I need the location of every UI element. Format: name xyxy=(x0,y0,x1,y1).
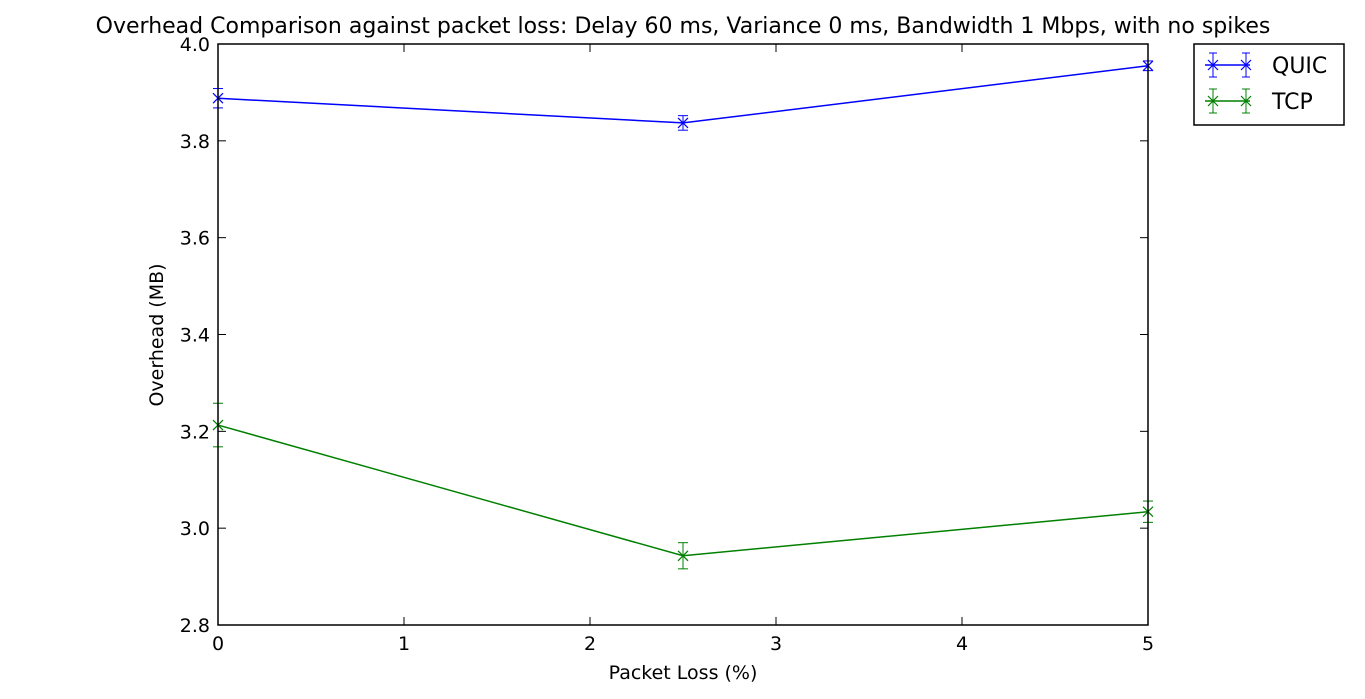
y-tick-label: 3.0 xyxy=(180,518,210,540)
legend-marker xyxy=(1207,95,1219,107)
quic-point xyxy=(677,117,689,129)
legend: QUIC TCP xyxy=(1193,43,1345,126)
y-tick-label: 3.8 xyxy=(180,131,210,153)
legend-box xyxy=(1193,43,1345,126)
axes-layer: 0 1 2 3 4 5 2.8 3.0 3.2 3.4 3.6 3.8 4.0 xyxy=(180,34,1154,655)
tcp-marker xyxy=(677,550,689,562)
legend-label-tcp: TCP xyxy=(1271,90,1313,115)
y-tick-label: 3.4 xyxy=(180,325,210,347)
legend-marker xyxy=(1240,95,1252,107)
x-tick-label: 0 xyxy=(212,633,224,655)
y-tick-label: 4.0 xyxy=(180,34,210,56)
x-tick-label: 1 xyxy=(398,633,410,655)
x-tick-label: 5 xyxy=(1142,633,1154,655)
series-layer xyxy=(212,60,1154,570)
tcp-line xyxy=(217,424,1149,557)
y-tick-label: 2.8 xyxy=(180,615,210,637)
legend-marker xyxy=(1240,59,1252,71)
x-tick-label: 2 xyxy=(584,633,596,655)
plot-frame xyxy=(217,43,1149,626)
quic-marker xyxy=(677,117,689,129)
legend-marker xyxy=(1207,59,1219,71)
legend-item-quic: QUIC xyxy=(1205,52,1327,79)
tcp-point xyxy=(677,550,689,562)
y-axis-label: Overhead (MB) xyxy=(146,263,168,406)
y-tick-label: 3.6 xyxy=(180,228,210,250)
legend-item-tcp: TCP xyxy=(1205,88,1313,115)
y-tick-label: 3.2 xyxy=(180,421,210,443)
quic-line xyxy=(217,65,1149,124)
legend-label-quic: QUIC xyxy=(1272,54,1327,79)
x-tick-label: 3 xyxy=(770,633,782,655)
x-axis-label: Packet Loss (%) xyxy=(609,662,758,684)
x-tick-label: 4 xyxy=(956,633,968,655)
chart-title: Overhead Comparison against packet loss:… xyxy=(96,14,1271,39)
